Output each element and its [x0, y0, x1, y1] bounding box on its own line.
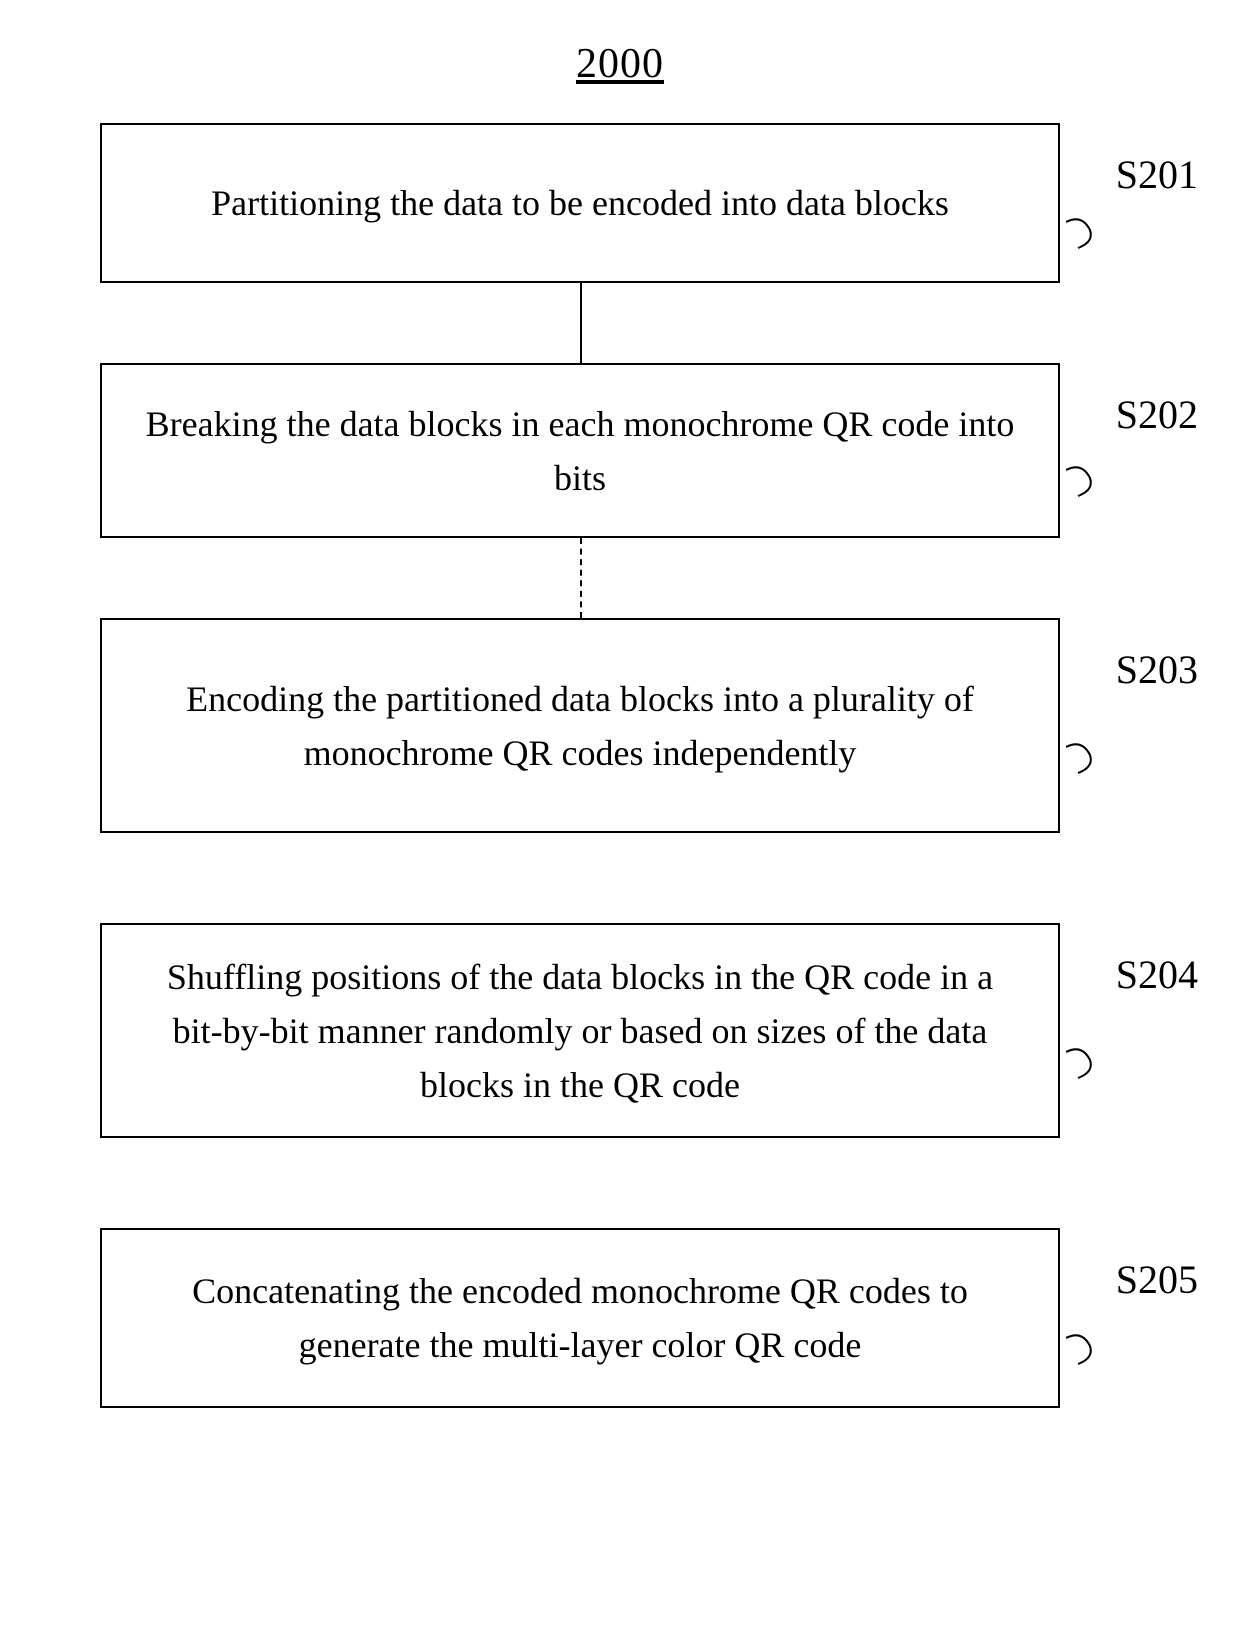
step-text: Partitioning the data to be encoded into… — [211, 176, 949, 230]
connector-solid — [580, 283, 1180, 363]
step-box-s201: Partitioning the data to be encoded into… — [100, 123, 1060, 283]
callout-hook-icon — [1066, 1327, 1098, 1363]
callout-hook-icon — [1066, 1041, 1098, 1077]
callout-hook-icon — [1066, 736, 1098, 772]
step-text: Breaking the data blocks in each monochr… — [142, 397, 1018, 505]
connector-gap — [60, 833, 1180, 923]
callout-hook-icon — [1066, 459, 1098, 495]
connector-dashed — [580, 538, 1180, 618]
step-label: S204 — [1116, 945, 1198, 1005]
step-box-s202: Breaking the data blocks in each monochr… — [100, 363, 1060, 538]
callout-hook-icon — [1066, 211, 1098, 247]
step-box-s203: Encoding the partitioned data blocks int… — [100, 618, 1060, 833]
step-text: Concatenating the encoded monochrome QR … — [142, 1264, 1018, 1372]
flowchart-container: 2000 Partitioning the data to be encoded… — [0, 0, 1240, 1642]
step-label: S205 — [1116, 1250, 1198, 1310]
step-box-s205: Concatenating the encoded monochrome QR … — [100, 1228, 1060, 1408]
step-label: S201 — [1116, 145, 1198, 205]
step-text: Encoding the partitioned data blocks int… — [142, 672, 1018, 780]
step-label: S203 — [1116, 640, 1198, 700]
step-text: Shuffling positions of the data blocks i… — [142, 950, 1018, 1112]
step-label: S202 — [1116, 385, 1198, 445]
diagram-title: 2000 — [60, 40, 1180, 88]
step-box-s204: Shuffling positions of the data blocks i… — [100, 923, 1060, 1138]
connector-gap — [60, 1138, 1180, 1228]
